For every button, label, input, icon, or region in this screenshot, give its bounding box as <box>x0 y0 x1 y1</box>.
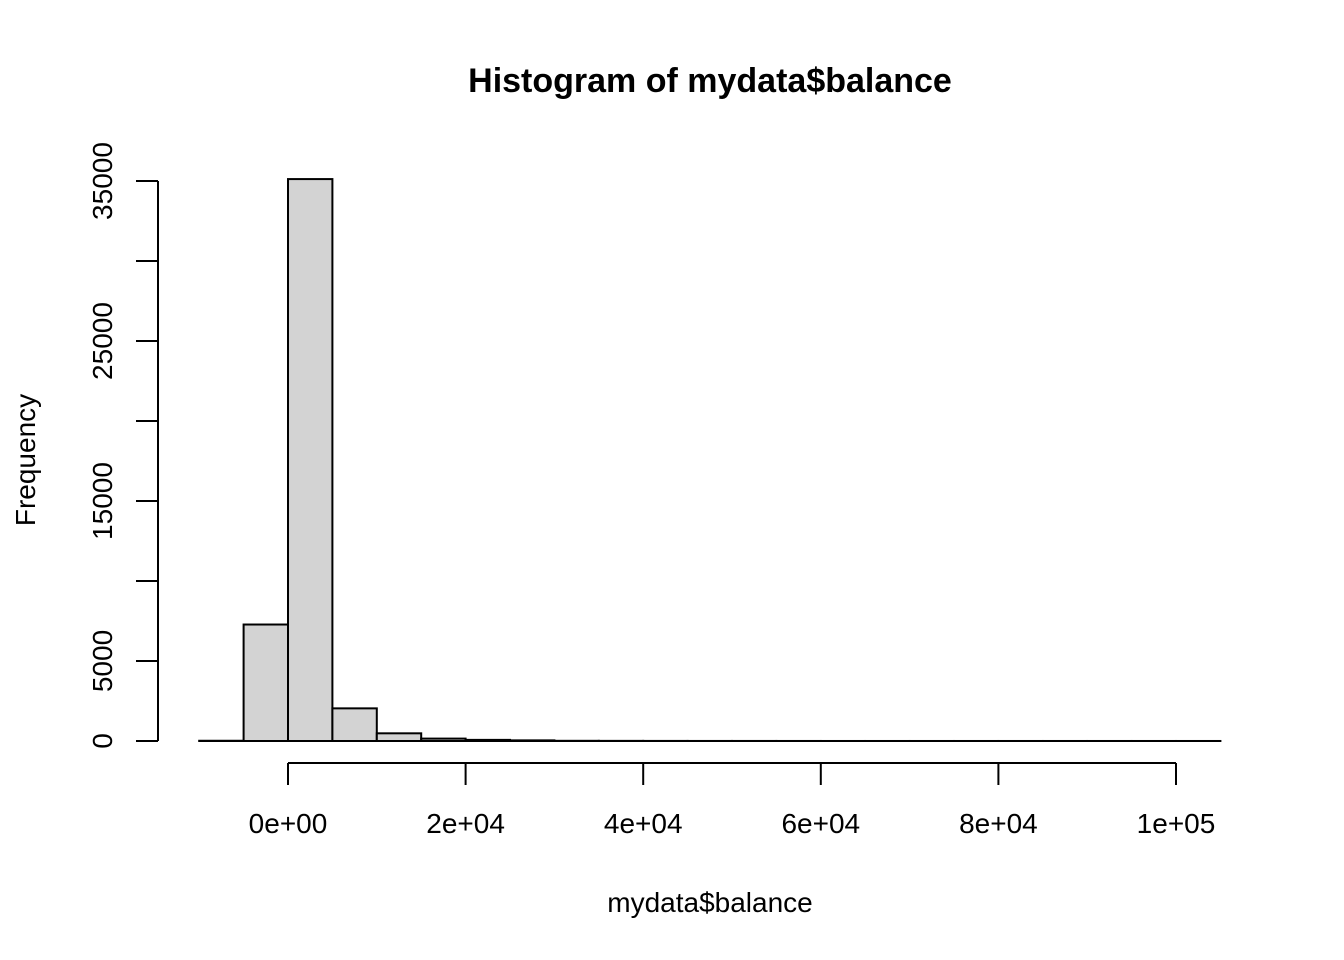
x-axis: 0e+00 2e+04 4e+04 6e+04 8e+04 1e+05 <box>249 762 1216 839</box>
chart-title: Histogram of mydata$balance <box>468 62 952 100</box>
histogram-bar <box>420 737 467 742</box>
x-tick-label: 0e+00 <box>249 808 328 839</box>
histogram-bar <box>331 707 378 742</box>
x-axis-title: mydata$balance <box>607 887 812 918</box>
histogram-bar <box>242 623 290 743</box>
x-tick-label: 6e+04 <box>781 808 860 839</box>
histogram-bar <box>464 738 512 743</box>
y-axis-title: Frequency <box>10 394 41 526</box>
y-tick-label: 0 <box>87 733 118 749</box>
x-tick-label: 8e+04 <box>959 808 1038 839</box>
histogram-bar <box>509 739 556 742</box>
y-tick-label: 15000 <box>87 462 118 540</box>
y-tick-label: 35000 <box>87 142 118 220</box>
x-tick-label: 1e+05 <box>1137 808 1216 839</box>
y-tick-label: 25000 <box>87 302 118 380</box>
y-axis: 0 5000 15000 25000 35000 <box>87 142 159 749</box>
x-tick-label: 4e+04 <box>604 808 683 839</box>
y-tick-label: 5000 <box>87 630 118 692</box>
histogram-bar <box>287 178 334 742</box>
bars-group <box>198 178 1222 743</box>
histogram-bar <box>375 732 423 743</box>
x-tick-label: 2e+04 <box>426 808 505 839</box>
